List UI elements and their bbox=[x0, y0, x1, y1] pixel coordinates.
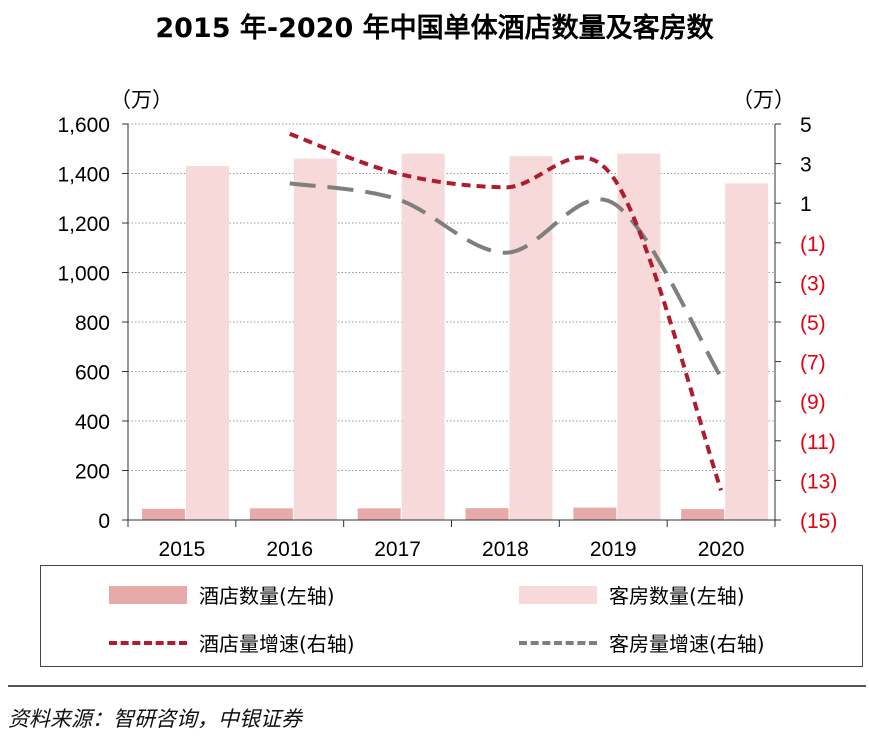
left-tick-label: 1,400 bbox=[57, 164, 110, 187]
bar-room-count-2019 bbox=[617, 153, 661, 520]
right-tick-label: (3) bbox=[800, 272, 826, 295]
line-room-growth bbox=[289, 181, 723, 379]
bar-hotel-count-2018 bbox=[465, 508, 509, 520]
legend-item-room-growth: 客房量增速(右轴) bbox=[519, 628, 765, 657]
legend-swatch-room-growth bbox=[519, 640, 597, 645]
legend-label-hotel-growth: 酒店量增速(右轴) bbox=[199, 632, 355, 656]
legend-swatch-hotel-count bbox=[109, 585, 187, 604]
right-tick-label: 3 bbox=[800, 154, 812, 177]
right-tick-label: 1 bbox=[800, 193, 812, 216]
left-tick-label: 1,600 bbox=[57, 114, 110, 137]
legend-item-hotel-count: 酒店数量(左轴) bbox=[109, 580, 335, 609]
left-tick-label: 600 bbox=[75, 362, 110, 385]
left-tick-label: 0 bbox=[98, 510, 110, 533]
left-tick-label: 800 bbox=[75, 312, 110, 335]
bar-room-count-2020 bbox=[725, 183, 769, 520]
left-tick-label: 1,000 bbox=[57, 263, 110, 286]
right-tick-label: (15) bbox=[800, 510, 837, 533]
left-tick-label: 400 bbox=[75, 411, 110, 434]
right-tick-label: 5 bbox=[800, 114, 812, 137]
legend-label-room-count: 客房数量(左轴) bbox=[609, 584, 745, 608]
bar-hotel-count-2017 bbox=[357, 508, 401, 520]
x-tick-label-2017: 2017 bbox=[374, 538, 421, 560]
right-tick-label: (13) bbox=[800, 470, 837, 493]
bar-room-count-2018 bbox=[509, 156, 553, 521]
right-tick-label: (9) bbox=[800, 391, 826, 414]
x-tick-label-2018: 2018 bbox=[482, 538, 529, 560]
right-tick-label: (1) bbox=[800, 233, 826, 256]
legend-item-room-count: 客房数量(左轴) bbox=[519, 580, 745, 609]
chart-title: 2015 年-2020 年中国单体酒店数量及客房数 bbox=[155, 13, 714, 44]
bar-room-count-2016 bbox=[293, 158, 337, 520]
bar-hotel-count-2019 bbox=[573, 507, 617, 520]
right-tick-label: (5) bbox=[800, 312, 826, 335]
x-tick-label-2015: 2015 bbox=[159, 538, 206, 560]
left-tick-label: 200 bbox=[75, 461, 110, 484]
x-tick-label-2016: 2016 bbox=[266, 538, 313, 560]
legend-item-hotel-growth: 酒店量增速(右轴) bbox=[109, 628, 355, 657]
legend-swatch-hotel-growth bbox=[109, 640, 187, 645]
source-note: 资料来源：智研咨询，中银证券 bbox=[8, 707, 302, 731]
chart-legend: 酒店数量(左轴) 客房数量(左轴) 酒店量增速(右轴) 客房量增速(右轴) bbox=[40, 565, 863, 667]
x-tick-label-2019: 2019 bbox=[590, 538, 637, 560]
right-tick-label: (11) bbox=[800, 431, 836, 454]
bar-hotel-count-2015 bbox=[142, 508, 185, 520]
bar-hotel-count-2016 bbox=[249, 508, 293, 520]
bar-room-count-2015 bbox=[186, 166, 229, 520]
legend-swatch-room-count bbox=[519, 585, 597, 604]
bar-hotel-count-2020 bbox=[681, 509, 725, 520]
x-tick-label-2020: 2020 bbox=[698, 538, 745, 560]
combo-chart: 0 200 400 600 800 1,000 1,200 1,400 1,600 (15) (13… bbox=[57, 88, 837, 560]
left-tick-label: 1,200 bbox=[57, 213, 110, 236]
source-divider bbox=[8, 685, 866, 687]
line-hotel-growth bbox=[289, 132, 723, 491]
right-axis-unit: （万） bbox=[732, 88, 795, 112]
left-axis-unit: （万） bbox=[110, 88, 173, 112]
right-tick-label: (7) bbox=[800, 352, 826, 375]
legend-label-hotel-count: 酒店数量(左轴) bbox=[199, 584, 335, 608]
legend-label-room-growth: 客房量增速(右轴) bbox=[609, 632, 765, 656]
bar-room-count-2017 bbox=[401, 153, 445, 520]
